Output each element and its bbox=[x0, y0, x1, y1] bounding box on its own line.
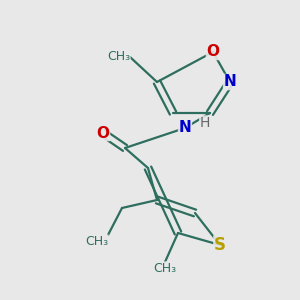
Text: CH₃: CH₃ bbox=[107, 50, 130, 64]
Text: O: O bbox=[206, 44, 220, 59]
Text: N: N bbox=[178, 121, 191, 136]
Text: S: S bbox=[214, 236, 226, 254]
Text: CH₃: CH₃ bbox=[153, 262, 177, 275]
Text: O: O bbox=[97, 125, 110, 140]
Text: CH₃: CH₃ bbox=[85, 235, 108, 248]
Text: N: N bbox=[224, 74, 236, 89]
Text: H: H bbox=[200, 116, 210, 130]
